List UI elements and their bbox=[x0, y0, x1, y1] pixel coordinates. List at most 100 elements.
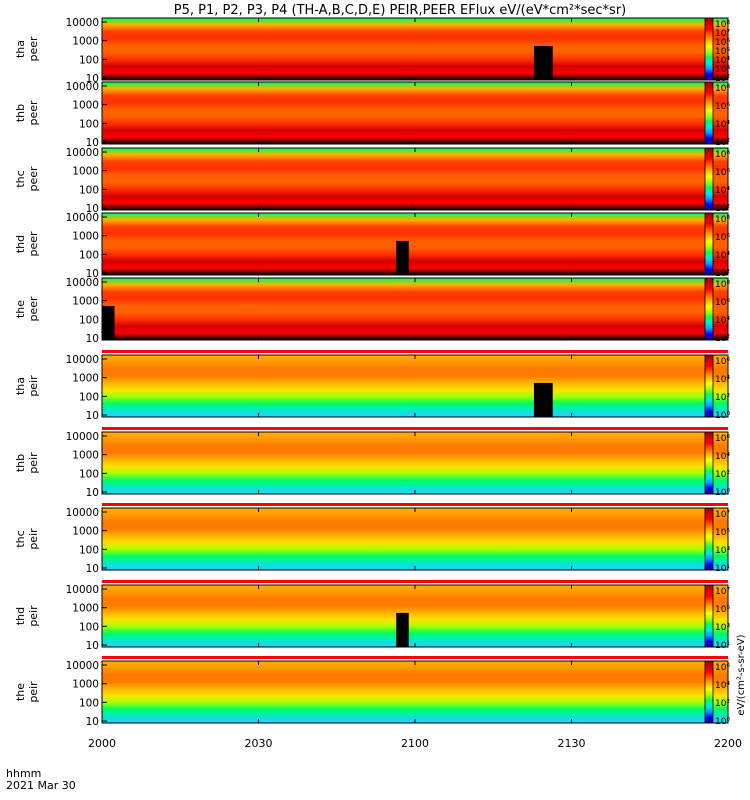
y-tick-label: 1000 bbox=[72, 36, 99, 48]
y-axis-label-probe: tha bbox=[14, 40, 27, 58]
y-tick-label: 100 bbox=[79, 544, 99, 556]
spectrogram-panel-thc-peer bbox=[102, 148, 728, 210]
data-gap-marker bbox=[533, 382, 553, 417]
y-tick-label: 10 bbox=[86, 487, 99, 499]
y-tick-label: 100 bbox=[79, 54, 99, 66]
x-tick-label: 2200 bbox=[714, 737, 742, 750]
y-tick-label: 10 bbox=[86, 410, 99, 422]
colorbar-tick-label: 10⁴ bbox=[715, 375, 730, 385]
y-axis-label-probe: thb bbox=[14, 454, 27, 472]
y-tick-label: 100 bbox=[79, 249, 99, 261]
spectrogram-panel-thc-peir bbox=[102, 508, 728, 570]
quality-flag-bar bbox=[102, 427, 728, 430]
x-tick-label: 2000 bbox=[88, 737, 116, 750]
colorbar-tick-label: 10⁷ bbox=[715, 29, 730, 39]
colorbar-tick-label: 10⁰ bbox=[715, 411, 730, 421]
y-axis-label-product: peir bbox=[27, 681, 40, 703]
y-axis-label-probe: thc bbox=[14, 530, 27, 547]
colorbar-tick-label: 10⁴ bbox=[715, 186, 730, 196]
y-axis-label-product: peir bbox=[27, 375, 40, 397]
colorbar-tick-label: 10³ bbox=[715, 65, 730, 75]
x-tick-label: 2100 bbox=[401, 737, 429, 750]
y-tick-label: 100 bbox=[79, 314, 99, 326]
colorbar-tick-label: 10⁴ bbox=[715, 316, 730, 326]
spectrogram-panel-thb-peer bbox=[102, 82, 728, 144]
colorbar-tick-label: 10⁵ bbox=[715, 528, 730, 538]
colorbar-tick-label: 10⁴ bbox=[715, 681, 730, 691]
y-tick-label: 1000 bbox=[72, 450, 99, 462]
y-tick-label: 100 bbox=[79, 697, 99, 709]
colorbar-tick-label: 10⁸ bbox=[715, 150, 730, 160]
spectrogram-panel-thd-peer bbox=[102, 213, 728, 275]
y-tick-label: 1000 bbox=[72, 679, 99, 691]
y-axis-label-product: peer bbox=[27, 231, 40, 257]
colorbar bbox=[704, 354, 714, 418]
y-tick-label: 10000 bbox=[66, 81, 99, 93]
y-tick-label: 10000 bbox=[66, 212, 99, 224]
y-tick-label: 1000 bbox=[72, 166, 99, 178]
colorbar-tick-label: 10⁶ bbox=[715, 434, 730, 444]
y-tick-label: 10000 bbox=[66, 431, 99, 443]
colorbar-tick-label: 10⁶ bbox=[715, 38, 730, 48]
y-axis-label-probe: thd bbox=[14, 235, 27, 253]
y-axis-label-product: peer bbox=[27, 36, 40, 62]
y-tick-label: 1000 bbox=[72, 526, 99, 538]
colorbar-tick-label: 10² bbox=[715, 204, 730, 214]
x-axis-label-line1: hhmm bbox=[6, 767, 41, 780]
colorbar bbox=[704, 431, 714, 495]
colorbar bbox=[704, 584, 714, 648]
y-tick-label: 100 bbox=[79, 184, 99, 196]
y-tick-label: 100 bbox=[79, 118, 99, 130]
y-tick-label: 10000 bbox=[66, 354, 99, 366]
colorbar-tick-label: 10⁴ bbox=[715, 251, 730, 261]
quality-flag-bar bbox=[102, 580, 728, 583]
y-tick-label: 10000 bbox=[66, 277, 99, 289]
colorbar-tick-label: 10⁰ bbox=[715, 488, 730, 498]
y-tick-label: 1000 bbox=[72, 603, 99, 615]
colorbar-tick-label: 10² bbox=[715, 393, 730, 403]
data-gap-marker bbox=[396, 612, 409, 647]
y-axis-label-product: peir bbox=[27, 605, 40, 627]
colorbar-tick-label: 10¹ bbox=[715, 564, 730, 574]
y-tick-label: 1000 bbox=[72, 231, 99, 243]
y-tick-label: 10 bbox=[86, 333, 99, 345]
data-gap-marker bbox=[102, 305, 115, 340]
colorbar-tick-label: 10⁸ bbox=[715, 280, 730, 290]
colorbar-tick-label: 10⁷ bbox=[715, 587, 730, 597]
colorbar-tick-label: 10⁶ bbox=[715, 102, 730, 112]
y-tick-label: 100 bbox=[79, 391, 99, 403]
chart-title: P5, P1, P2, P3, P4 (TH-A,B,C,D,E) PEIR,P… bbox=[174, 3, 627, 18]
colorbar-tick-label: 10⁵ bbox=[715, 47, 730, 57]
colorbar bbox=[704, 660, 714, 724]
y-axis-label-product: peir bbox=[27, 452, 40, 474]
y-tick-label: 10000 bbox=[66, 17, 99, 29]
colorbar-tick-label: 10⁸ bbox=[715, 84, 730, 94]
colorbar-tick-label: 10² bbox=[715, 138, 730, 148]
y-tick-label: 10 bbox=[86, 716, 99, 728]
colorbar-tick-label: 10⁸ bbox=[715, 215, 730, 225]
y-tick-label: 10000 bbox=[66, 147, 99, 159]
quality-flag-bar bbox=[102, 503, 728, 506]
data-gap-marker bbox=[533, 45, 553, 80]
spectrogram-panel-tha-peir bbox=[102, 355, 728, 417]
spectrogram-panel-thd-peir bbox=[102, 585, 728, 647]
spectrogram-panel-tha-peer bbox=[102, 18, 728, 80]
colorbar-tick-label: 10³ bbox=[715, 623, 730, 633]
colorbar-tick-label: 10⁶ bbox=[715, 357, 730, 367]
colorbar-tick-label: 10⁶ bbox=[715, 233, 730, 243]
y-tick-label: 1000 bbox=[72, 100, 99, 112]
y-tick-label: 10 bbox=[86, 563, 99, 575]
colorbar bbox=[704, 81, 714, 145]
y-tick-label: 100 bbox=[79, 621, 99, 633]
y-axis-label-probe: the bbox=[14, 300, 27, 318]
colorbar-unit-label: eV/(cm²-s-sr-eV) bbox=[736, 634, 747, 715]
colorbar-tick-label: 10³ bbox=[715, 546, 730, 556]
y-axis-label-probe: thd bbox=[14, 607, 27, 625]
colorbar-tick-label: 10⁴ bbox=[715, 120, 730, 130]
colorbar bbox=[704, 212, 714, 276]
colorbar-tick-label: 10⁶ bbox=[715, 168, 730, 178]
y-tick-label: 10 bbox=[86, 137, 99, 149]
y-axis-label-product: peer bbox=[27, 296, 40, 322]
x-axis-label-line2: 2021 Mar 30 bbox=[6, 779, 76, 792]
